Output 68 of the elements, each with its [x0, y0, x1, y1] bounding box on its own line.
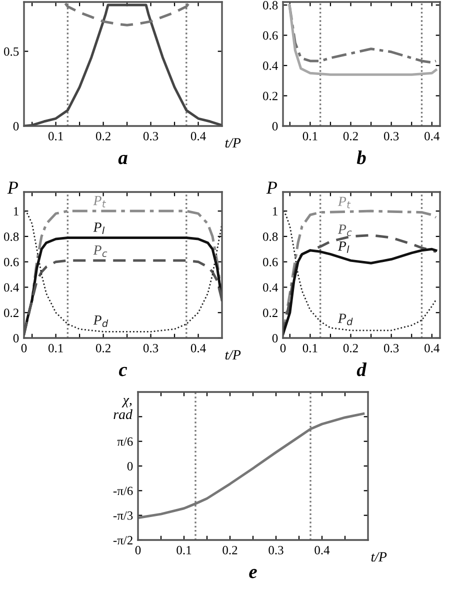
series-label: P$_{d}$	[338, 314, 353, 326]
text: c	[118, 366, 128, 376]
x-tick-label: 0.3	[384, 132, 399, 140]
series-label: P$_{t}$	[338, 196, 351, 208]
x-tick-label: 0.4	[190, 132, 206, 140]
x-tick-label: 0.3	[143, 344, 158, 352]
y-tick-label: π/6	[117, 437, 133, 446]
y-tick-label: -π/2	[113, 536, 132, 544]
x-tick-label: 0.1	[302, 132, 318, 140]
y-tick-label: 0.2	[4, 308, 18, 318]
y-tick-label: 0.2	[262, 92, 278, 100]
x-tick-label: 0.3	[384, 344, 399, 352]
x-tick-label: 0.4	[424, 132, 440, 140]
text: d	[356, 362, 367, 376]
y-tick-label: 0	[13, 122, 19, 130]
x-tick-label: 0.4	[190, 344, 206, 352]
x-tick-label: 0.2	[343, 344, 358, 352]
y-tick-label: 0.8	[262, 232, 278, 241]
series-label: P$_{c}$	[93, 246, 108, 258]
y-axis-title: P	[7, 182, 18, 194]
y-tick-label: 0.8	[262, 1, 278, 10]
y-tick-label: 0	[13, 334, 19, 342]
y-tick-label: 0.8	[4, 232, 19, 241]
x-tick-label: 0.2	[343, 132, 358, 140]
x-tick-label: 0.3	[143, 132, 158, 140]
y-tick-label: 0.4	[262, 62, 278, 70]
x-tick-label: 0.1	[176, 546, 192, 554]
y-tick-label: 0.5	[4, 47, 19, 56]
line-series	[24, 4, 222, 126]
y-tick-label: 0.6	[262, 31, 278, 40]
x-tick-label: 0.1	[48, 132, 63, 140]
x-tick-label: 0.1	[302, 344, 318, 352]
y-tick-label: 0.6	[262, 258, 278, 266]
y-tick-label: 1	[272, 207, 278, 216]
y-tick-label: -π/3	[113, 511, 133, 520]
x-tick-label: 0	[21, 344, 27, 352]
y-tick-label: 0	[127, 462, 133, 470]
y-tick-label: 1	[14, 207, 18, 216]
x-axis-title: t/P	[225, 138, 241, 148]
text: e	[249, 568, 257, 578]
x-tick-label: 0	[135, 546, 141, 554]
series-label: P$_{d}$	[93, 316, 108, 328]
text: a	[118, 154, 128, 164]
x-tick-label: 0.2	[96, 132, 110, 140]
y-tick-label: 0	[272, 334, 278, 342]
x-tick-label: 0.4	[424, 344, 440, 352]
y-tick-label: 0.4	[262, 283, 278, 292]
x-tick-label: 0.2	[96, 344, 110, 352]
y-axis-title: χ, rad	[114, 398, 132, 420]
x-tick-label: 0.4	[314, 546, 330, 554]
y-tick-label: 0.6	[4, 258, 19, 266]
text: b	[356, 150, 366, 164]
line-series	[288, 4, 438, 76]
series-label: P$_{t}$	[93, 196, 106, 208]
y-tick-label: 0	[272, 122, 278, 130]
x-tick-label: 0.2	[222, 546, 238, 554]
series-label: P$_{l}$	[93, 222, 105, 234]
y-axis-title: P	[266, 182, 277, 194]
series-label: P$_{c}$	[338, 224, 352, 236]
series-label: P$_{l}$	[338, 242, 350, 253]
x-axis-title: t/P	[225, 350, 241, 360]
y-tick-label: 0.2	[262, 308, 278, 318]
x-tick-label: 0	[280, 344, 286, 352]
y-tick-label: -π/6	[113, 486, 133, 496]
x-tick-label: 0.1	[48, 344, 63, 352]
x-tick-label: 0.3	[268, 546, 284, 554]
y-tick-label: 0.4	[4, 283, 19, 292]
x-axis-title: t/P	[371, 552, 387, 562]
